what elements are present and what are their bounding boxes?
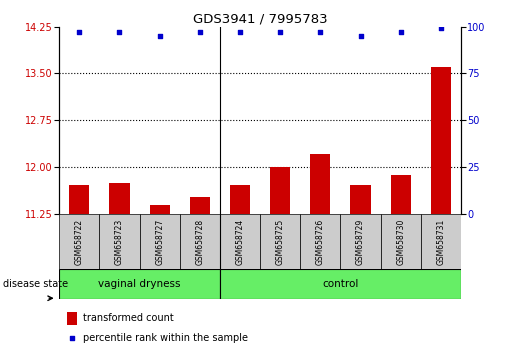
Text: GSM658731: GSM658731 <box>436 218 445 265</box>
Bar <box>220 269 461 299</box>
Text: GSM658725: GSM658725 <box>276 218 285 265</box>
Text: transformed count: transformed count <box>82 313 173 322</box>
Bar <box>340 214 381 269</box>
Bar <box>421 214 461 269</box>
Bar <box>431 67 451 214</box>
Text: vaginal dryness: vaginal dryness <box>98 279 181 289</box>
Bar <box>59 269 220 299</box>
Bar <box>67 312 77 325</box>
Point <box>75 29 83 35</box>
Bar <box>69 185 89 214</box>
Bar <box>190 197 210 214</box>
Point <box>397 29 405 35</box>
Bar <box>180 214 220 269</box>
Bar <box>149 205 169 214</box>
Bar <box>260 214 300 269</box>
Bar <box>381 214 421 269</box>
Point <box>437 25 445 31</box>
Text: percentile rank within the sample: percentile rank within the sample <box>82 333 248 343</box>
Point <box>68 335 76 341</box>
Bar <box>300 214 340 269</box>
Point <box>156 33 164 39</box>
Point <box>196 29 204 35</box>
Text: GSM658730: GSM658730 <box>396 218 405 265</box>
Bar <box>59 214 99 269</box>
Bar <box>99 214 140 269</box>
Point <box>115 29 124 35</box>
Bar <box>220 214 260 269</box>
Text: disease state: disease state <box>3 279 67 289</box>
Bar <box>109 183 129 214</box>
Point <box>356 33 365 39</box>
Point <box>316 29 324 35</box>
Point <box>236 29 244 35</box>
Bar <box>390 175 410 214</box>
Text: GSM658729: GSM658729 <box>356 218 365 265</box>
Bar <box>140 214 180 269</box>
Bar <box>350 185 370 214</box>
Text: GSM658724: GSM658724 <box>235 218 245 265</box>
Point <box>276 29 284 35</box>
Text: GSM658727: GSM658727 <box>155 218 164 265</box>
Text: control: control <box>322 279 358 289</box>
Title: GDS3941 / 7995783: GDS3941 / 7995783 <box>193 12 328 25</box>
Text: GSM658722: GSM658722 <box>75 218 84 265</box>
Bar <box>230 185 250 214</box>
Text: GSM658728: GSM658728 <box>195 218 204 265</box>
Text: GSM658723: GSM658723 <box>115 218 124 265</box>
Bar <box>270 167 290 214</box>
Bar <box>310 154 330 214</box>
Text: GSM658726: GSM658726 <box>316 218 325 265</box>
